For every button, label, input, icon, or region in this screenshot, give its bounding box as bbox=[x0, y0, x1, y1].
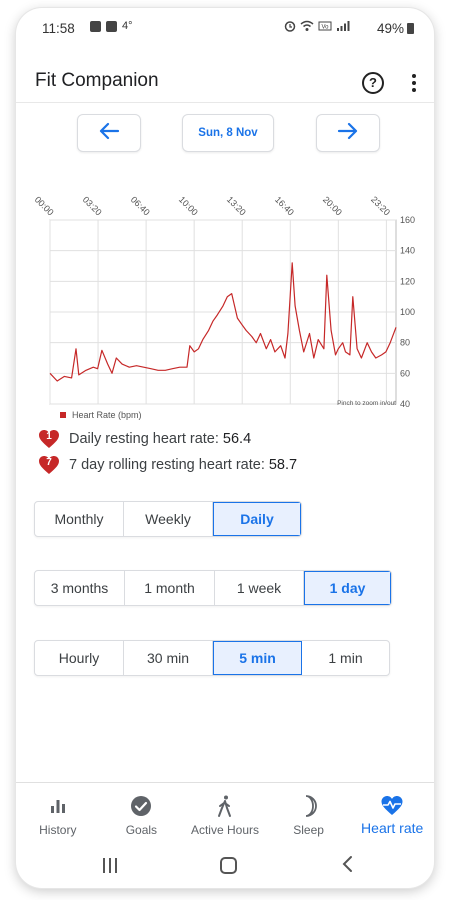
weekly-badge-number: 7 bbox=[46, 457, 52, 468]
y-tick-label: 80 bbox=[400, 338, 410, 348]
phone-frame: 11:58 4° Vo 49% Fit Companion ? Sun, 8 N… bbox=[16, 8, 434, 888]
x-tick-label: 06:40 bbox=[129, 194, 152, 217]
interval-selector: Hourly 30 min 5 min 1 min bbox=[34, 640, 390, 676]
notification-weather-text: 4° bbox=[122, 20, 133, 32]
weekly-resting-label: 7 day rolling resting heart rate: bbox=[69, 457, 265, 473]
alarm-icon bbox=[284, 21, 296, 32]
nav-sleep[interactable]: Sleep bbox=[267, 784, 351, 846]
x-tick-label: 13:20 bbox=[225, 194, 248, 217]
battery-icon bbox=[407, 23, 414, 34]
daily-badge-number: 1 bbox=[46, 431, 52, 442]
nav-goals[interactable]: Goals bbox=[100, 784, 184, 846]
x-tick-label: 00:00 bbox=[33, 194, 56, 217]
x-tick-label: 16:40 bbox=[273, 194, 296, 217]
tab-weekly[interactable]: Weekly bbox=[124, 502, 213, 536]
heart-badge-icon: 7 bbox=[38, 455, 60, 475]
heart-rate-chart[interactable]: 00:00 03:20 06:40 10:00 13:20 16:40 20:00 23:20… bbox=[16, 168, 434, 428]
arrow-right-icon bbox=[337, 122, 359, 144]
signal-icon bbox=[337, 21, 350, 31]
weekly-resting-row: 7 7 day rolling resting heart rate: 58.7 bbox=[38, 455, 297, 475]
y-tick-label: 60 bbox=[400, 368, 410, 378]
y-tick-label: 140 bbox=[400, 246, 415, 256]
tab-monthly[interactable]: Monthly bbox=[35, 502, 124, 536]
chart-annotation: Pinch to zoom in/out bbox=[337, 400, 396, 407]
app-title: Fit Companion bbox=[35, 70, 159, 91]
x-tick-label: 10:00 bbox=[177, 194, 200, 217]
status-time: 11:58 bbox=[42, 21, 75, 36]
nav-heart-rate-label: Heart rate bbox=[361, 820, 424, 836]
range-selector: 3 months 1 month 1 week 1 day bbox=[34, 570, 392, 606]
check-circle-icon bbox=[131, 796, 152, 816]
battery-percent: 49% bbox=[376, 21, 404, 36]
nav-active-hours-label: Active Hours bbox=[190, 823, 259, 837]
nav-heart-rate[interactable]: Heart rate bbox=[350, 784, 434, 846]
x-tick-label: 03:20 bbox=[81, 194, 104, 217]
heart-pulse-icon bbox=[381, 796, 403, 815]
x-tick-label: 20:00 bbox=[321, 194, 344, 217]
tab-daily[interactable]: Daily bbox=[213, 502, 301, 536]
y-tick-label: 40 bbox=[400, 399, 410, 409]
tab-30-min[interactable]: 30 min bbox=[124, 641, 213, 675]
tab-1-month[interactable]: 1 month bbox=[125, 571, 215, 605]
notification-video-icon bbox=[106, 20, 117, 32]
arrow-left-icon bbox=[98, 122, 120, 144]
nav-sleep-label: Sleep bbox=[293, 823, 324, 837]
bar-chart-icon bbox=[50, 800, 65, 813]
daily-resting-row: 1 Daily resting heart rate: 56.4 bbox=[38, 429, 251, 449]
legend-label: Heart Rate (bpm) bbox=[72, 410, 142, 420]
system-navigation-bar bbox=[16, 848, 434, 888]
nav-history[interactable]: History bbox=[16, 784, 100, 846]
wifi-icon bbox=[300, 20, 314, 31]
bottom-nav-divider bbox=[16, 782, 434, 783]
tab-1-min[interactable]: 1 min bbox=[328, 650, 363, 666]
nav-goals-label: Goals bbox=[125, 823, 158, 837]
chart-grid bbox=[49, 219, 397, 405]
volte-icon: Vo bbox=[318, 21, 332, 31]
legend-swatch bbox=[60, 412, 66, 418]
chart-x-ticks: 00:00 03:20 06:40 10:00 13:20 16:40 20:00 23:20 bbox=[33, 194, 392, 217]
notification-app-icon bbox=[90, 20, 101, 32]
app-bar: Fit Companion ? bbox=[16, 56, 434, 106]
previous-day-button[interactable] bbox=[77, 114, 141, 152]
date-picker-button[interactable]: Sun, 8 Nov bbox=[182, 114, 274, 152]
tab-5-min[interactable]: 5 min bbox=[213, 641, 302, 675]
weekly-resting-value: 58.7 bbox=[268, 457, 298, 473]
y-tick-label: 160 bbox=[400, 215, 415, 225]
status-system-icons: Vo bbox=[284, 20, 350, 32]
walking-icon bbox=[217, 795, 231, 817]
home-icon[interactable] bbox=[220, 857, 237, 874]
svg-text:Vo: Vo bbox=[321, 25, 329, 31]
more-options-icon[interactable] bbox=[411, 72, 417, 94]
recents-icon[interactable] bbox=[103, 858, 117, 873]
daily-resting-value: 56.4 bbox=[222, 431, 252, 447]
back-icon[interactable] bbox=[340, 854, 354, 880]
tab-3-months[interactable]: 3 months bbox=[35, 571, 125, 605]
next-day-button[interactable] bbox=[316, 114, 380, 152]
heart-badge-icon: 1 bbox=[38, 429, 60, 449]
heart-rate-series-line bbox=[49, 262, 397, 382]
help-icon[interactable]: ? bbox=[362, 72, 384, 94]
x-tick-label: 23:20 bbox=[369, 194, 392, 217]
nav-active-hours[interactable]: Active Hours bbox=[183, 784, 267, 846]
y-tick-label: 100 bbox=[400, 307, 415, 317]
bottom-navigation: History Goals Active Hours Sleep Heart r… bbox=[16, 784, 434, 846]
daily-resting-label: Daily resting heart rate: bbox=[69, 431, 219, 447]
status-notification-icons: 4° bbox=[90, 20, 133, 32]
period-selector: Monthly Weekly Daily bbox=[34, 501, 302, 537]
app-bar-divider bbox=[16, 102, 434, 103]
tab-hourly[interactable]: Hourly bbox=[35, 641, 124, 675]
chart-y-ticks: 40 60 80 100 120 140 160 bbox=[400, 215, 415, 409]
tab-1-week[interactable]: 1 week bbox=[215, 571, 304, 605]
moon-icon bbox=[305, 795, 317, 817]
status-bar: 11:58 4° Vo 49% bbox=[16, 8, 434, 48]
tab-1-day[interactable]: 1 day bbox=[304, 571, 391, 605]
nav-history-label: History bbox=[39, 823, 77, 837]
y-tick-label: 120 bbox=[400, 276, 415, 286]
